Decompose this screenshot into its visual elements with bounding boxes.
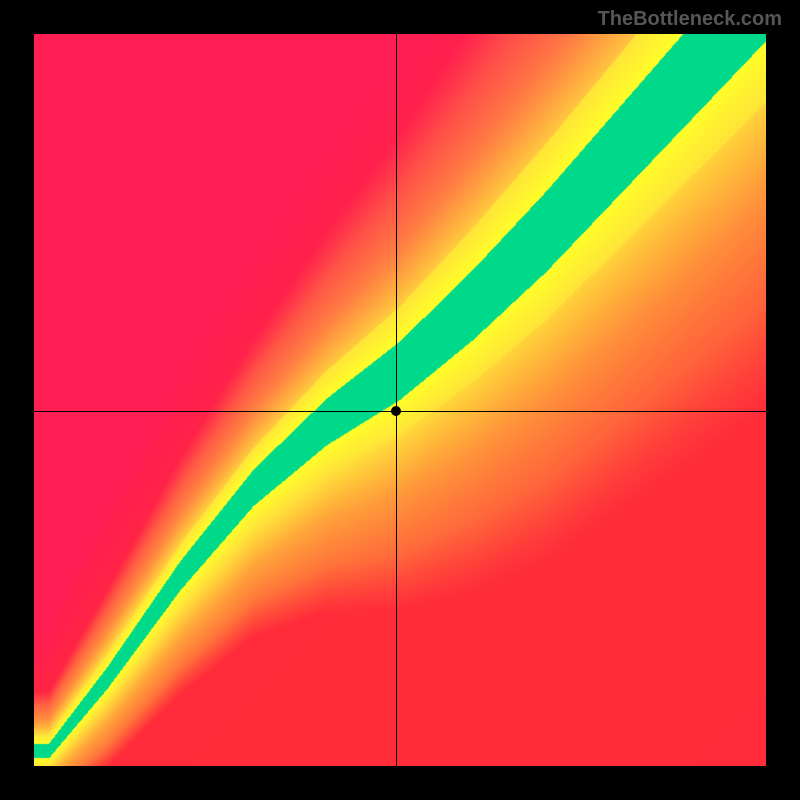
crosshair-marker	[391, 406, 401, 416]
crosshair-vertical	[396, 34, 397, 766]
bottleneck-heatmap	[34, 34, 766, 766]
watermark-text: TheBottleneck.com	[598, 8, 782, 31]
heatmap-canvas	[34, 34, 766, 766]
